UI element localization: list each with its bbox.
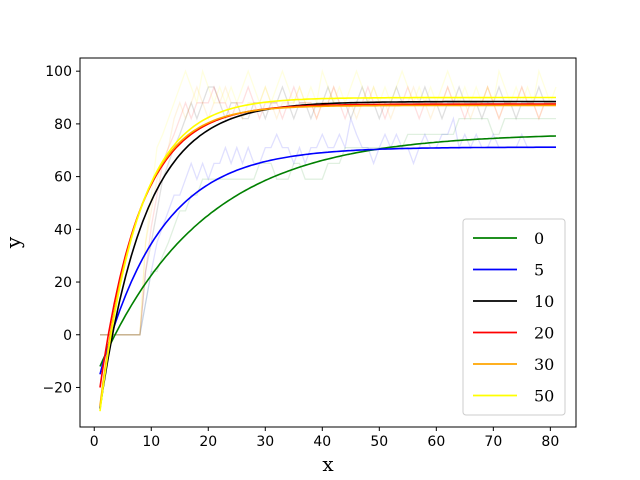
fit-series-30 [99,104,556,407]
raw-series-5 [100,116,556,336]
y-tick-label: 0 [63,328,72,344]
fit-series-0 [99,135,557,367]
fit-series-10 [99,100,556,409]
y-tick-label: 60 [54,170,72,186]
axes-frame [79,57,577,428]
fit-series-20 [99,103,556,388]
y-tick-label: −20 [42,380,72,396]
x-tick-label: 80 [541,434,559,450]
legend-label-30: 30 [534,355,554,374]
raw-series-0 [100,117,556,336]
legend-label-20: 20 [534,324,554,343]
legend: 0 5 10 20 30 50 [462,218,566,416]
y-tick-label: 80 [54,117,72,133]
legend-label-10: 10 [534,292,554,311]
fit-series-5 [99,146,556,375]
x-tick-label: 30 [256,434,274,450]
x-tick-label: 10 [142,434,160,450]
x-axis-ticks: 0 10 20 30 40 50 60 70 80 [90,427,559,450]
legend-box [462,218,566,416]
x-tick-label: 20 [199,434,217,450]
legend-label-50: 50 [534,387,554,406]
x-axis-label: x [322,452,334,476]
y-tick-label: 100 [45,64,72,80]
fit-series-50 [99,96,556,412]
x-tick-label: 40 [313,434,331,450]
x-tick-label: 50 [370,434,388,450]
y-axis-label: y [1,236,25,249]
x-tick-label: 0 [90,434,99,450]
y-tick-label: 20 [54,275,72,291]
fit-series-layer [99,96,557,412]
legend-label-5: 5 [534,261,544,280]
y-axis-ticks: −20 0 20 40 60 80 100 [42,64,80,396]
legend-label-0: 0 [534,229,544,248]
x-tick-label: 60 [427,434,445,450]
y-tick-label: 40 [54,222,72,238]
x-tick-label: 70 [484,434,502,450]
